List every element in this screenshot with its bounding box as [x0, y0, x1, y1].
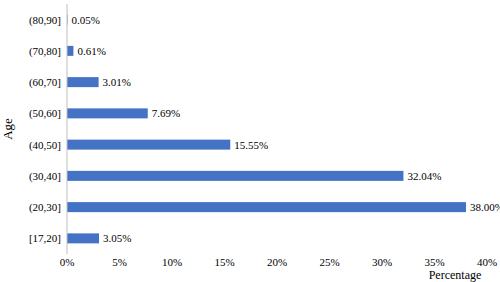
data-label: 0.61%	[77, 45, 105, 57]
bars	[67, 15, 466, 244]
category-label: (60,70]	[29, 76, 61, 89]
data-label: 3.01%	[103, 76, 131, 88]
chart: 3.05% 38.00% 32.04% 15.55% 7.69% 3.01% 0.61% 0.…	[0, 0, 500, 282]
x-tick-label: 0%	[60, 256, 75, 268]
y-axis-title: Age	[0, 118, 15, 140]
bar	[67, 233, 99, 243]
x-tick-label: 5%	[112, 256, 127, 268]
data-label: 7.69%	[152, 107, 180, 119]
x-tick-label: 40%	[477, 256, 497, 268]
category-label: (80,90]	[29, 14, 61, 27]
category-label: (50,60]	[29, 107, 61, 120]
bar	[67, 77, 99, 87]
category-label: [17,20]	[29, 232, 61, 244]
category-label: (70,80]	[29, 45, 61, 58]
data-label: 15.55%	[234, 139, 268, 151]
bar	[67, 140, 230, 150]
bar	[67, 171, 403, 181]
x-tick-label: 35%	[424, 256, 444, 268]
x-tick-label: 25%	[319, 256, 339, 268]
data-label: 3.05%	[103, 232, 131, 244]
data-label: 32.04%	[407, 170, 441, 182]
category-label: (20,30]	[29, 201, 61, 214]
bar	[67, 108, 148, 118]
x-tick-label: 20%	[267, 256, 287, 268]
x-tick-label: 30%	[372, 256, 392, 268]
x-tick-label: 10%	[162, 256, 182, 268]
category-label: (40,50]	[29, 139, 61, 152]
category-label: (30,40]	[29, 170, 61, 183]
data-label: 0.05%	[72, 14, 100, 26]
bar	[67, 202, 466, 212]
bar	[67, 46, 73, 56]
x-tick-label: 15%	[214, 256, 234, 268]
x-axis-title: Percentage	[429, 268, 482, 282]
y-axis-line	[67, 4, 68, 254]
data-label: 38.00%	[470, 201, 500, 213]
